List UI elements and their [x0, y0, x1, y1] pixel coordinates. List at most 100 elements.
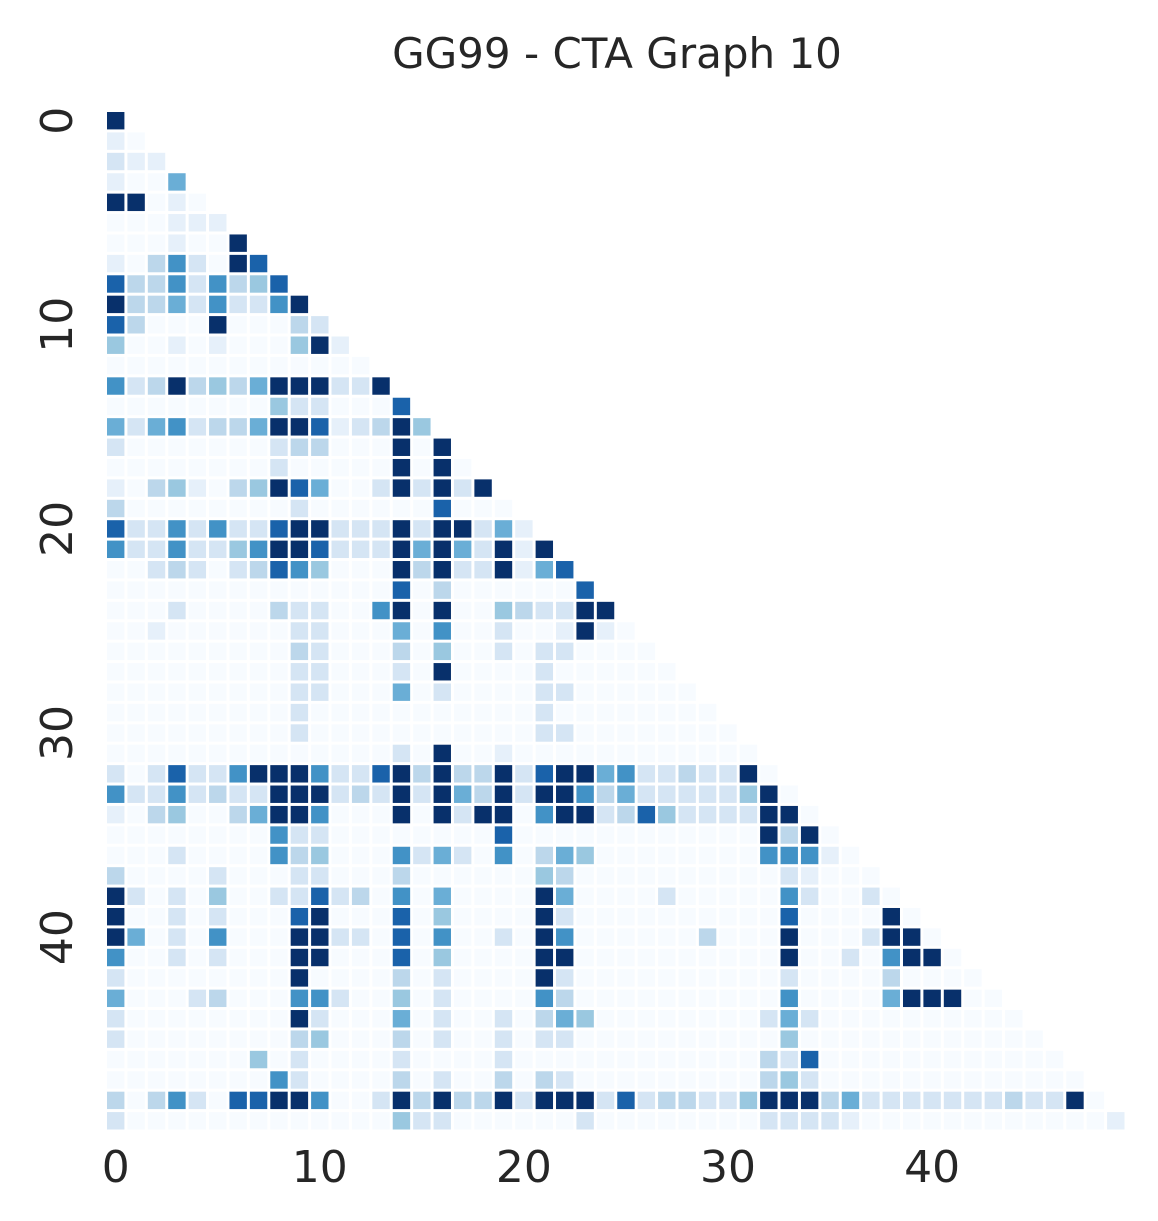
heatmap-cell	[249, 887, 268, 905]
y-tick-label: 20	[32, 501, 83, 557]
heatmap-cell	[1066, 1091, 1084, 1110]
heatmap-cell	[249, 356, 268, 375]
heatmap-cell	[331, 989, 349, 1008]
heatmap-cell	[127, 826, 145, 844]
heatmap-cell	[923, 1030, 941, 1048]
heatmap-cell	[719, 826, 737, 844]
heatmap-cell	[270, 969, 288, 987]
heatmap-cell	[943, 948, 962, 967]
heatmap-cell	[433, 989, 451, 1008]
heatmap-cell	[760, 1091, 778, 1110]
heatmap-cell	[270, 867, 288, 885]
heatmap-cell	[188, 214, 207, 232]
heatmap-cell	[290, 458, 309, 477]
heatmap-cell	[474, 683, 492, 701]
heatmap-cell	[107, 418, 125, 436]
heatmap-cell	[902, 989, 921, 1008]
heatmap-cell	[290, 663, 309, 681]
heatmap-cell	[188, 295, 207, 314]
heatmap-cell	[433, 540, 451, 559]
heatmap-cell	[147, 479, 166, 497]
heatmap-cell	[147, 683, 166, 701]
heatmap-cell	[617, 1112, 635, 1130]
heatmap-cell	[760, 887, 778, 905]
heatmap-cell	[739, 1010, 758, 1028]
heatmap-cell	[188, 1091, 207, 1110]
heatmap-cell	[800, 826, 819, 844]
heatmap-cell	[188, 805, 207, 824]
heatmap-cell	[658, 867, 676, 885]
heatmap-cell	[739, 846, 758, 865]
heatmap-cell	[107, 703, 125, 722]
heatmap-cell	[147, 418, 166, 436]
heatmap-cell	[209, 907, 227, 926]
heatmap-cell	[107, 499, 125, 518]
heatmap-cell	[188, 867, 207, 885]
heatmap-cell	[596, 805, 615, 824]
heatmap-cell	[168, 1050, 186, 1069]
heatmap-cell	[229, 765, 247, 783]
heatmap-cell	[923, 1091, 941, 1110]
heatmap-cell	[311, 683, 329, 701]
heatmap-cell	[372, 499, 390, 518]
heatmap-cell	[413, 785, 431, 803]
heatmap-cell	[453, 622, 472, 640]
heatmap-cell	[311, 1030, 329, 1048]
heatmap-cell	[576, 744, 594, 763]
heatmap-cell	[249, 663, 268, 681]
heatmap-cell	[209, 601, 227, 620]
heatmap-cell	[311, 703, 329, 722]
heatmap-cell	[841, 1010, 860, 1028]
heatmap-cell	[637, 969, 656, 987]
heatmap-cell	[494, 1091, 513, 1110]
heatmap-cell	[780, 907, 798, 926]
heatmap-cell	[637, 765, 656, 783]
heatmap-cell	[107, 336, 125, 354]
heatmap-cell	[270, 785, 288, 803]
heatmap-cell	[719, 928, 737, 946]
heatmap-cell	[515, 907, 533, 926]
heatmap-cell	[209, 479, 227, 497]
heatmap-cell	[902, 1010, 921, 1028]
heatmap-cell	[984, 989, 1003, 1008]
heatmap-cell	[209, 1050, 227, 1069]
heatmap-cell	[392, 397, 411, 416]
heatmap-cell	[556, 846, 574, 865]
heatmap-cell	[188, 765, 207, 783]
heatmap-cell	[637, 642, 656, 661]
heatmap-cell	[433, 1112, 451, 1130]
heatmap-cell	[1045, 1091, 1064, 1110]
heatmap-cell	[964, 989, 982, 1008]
heatmap-cell	[474, 663, 492, 681]
heatmap-cell	[331, 887, 349, 905]
heatmap-cell	[698, 1112, 717, 1130]
heatmap-cell	[372, 642, 390, 661]
heatmap-cell	[290, 989, 309, 1008]
heatmap-cell	[311, 397, 329, 416]
heatmap-cell	[290, 581, 309, 599]
heatmap-cell	[290, 499, 309, 518]
heatmap-cell	[372, 867, 390, 885]
heatmap-cell	[188, 520, 207, 538]
heatmap-cell	[168, 744, 186, 763]
heatmap-cell	[943, 1010, 962, 1028]
heatmap-cell	[596, 642, 615, 661]
heatmap-cell	[413, 724, 431, 742]
heatmap-cell	[168, 356, 186, 375]
heatmap-cell	[862, 867, 880, 885]
heatmap-cell	[107, 887, 125, 905]
heatmap-cell	[576, 867, 594, 885]
heatmap-cell	[331, 805, 349, 824]
y-axis-ticks: 0 10 20 30 40	[32, 107, 83, 965]
heatmap-cell	[596, 724, 615, 742]
heatmap-cell	[372, 1071, 390, 1089]
heatmap-cell	[862, 1030, 880, 1048]
heatmap-cell	[453, 887, 472, 905]
heatmap-cell	[474, 969, 492, 987]
heatmap-cell	[351, 989, 370, 1008]
heatmap-cell	[331, 499, 349, 518]
heatmap-cell	[413, 805, 431, 824]
heatmap-cell	[760, 1050, 778, 1069]
heatmap-cell	[229, 1112, 247, 1130]
heatmap-cell	[168, 295, 186, 314]
